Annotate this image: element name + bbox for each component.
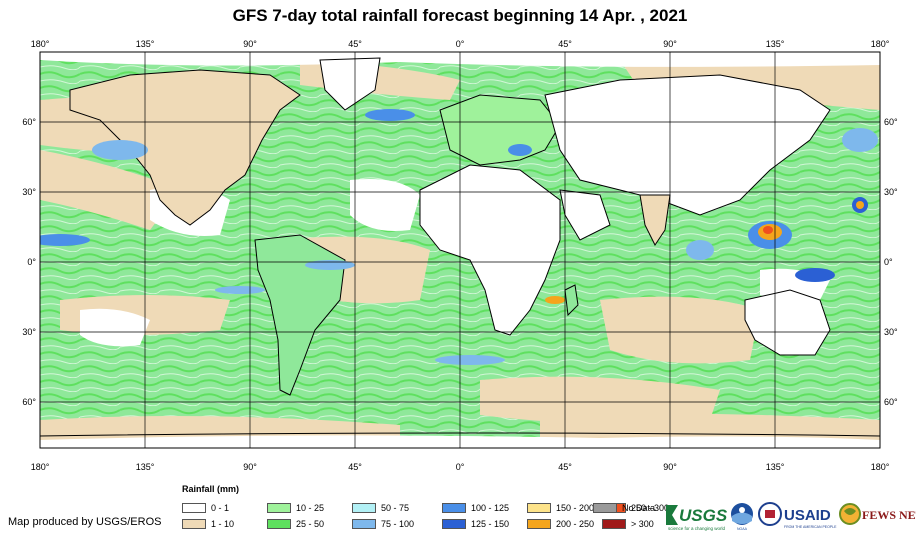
left-latitude-labels: 60° 30° 0° 30° 60° xyxy=(22,117,36,407)
legend-item: 125 - 150 xyxy=(442,518,509,530)
legend-swatch xyxy=(593,503,617,513)
noaa-label: NOAA xyxy=(737,527,748,531)
lat-tick: 0° xyxy=(27,257,36,267)
fewsnet-wordmark: FEWS NET xyxy=(862,508,916,522)
lat-tick: 60° xyxy=(884,117,898,127)
usaid-wordmark: USAID xyxy=(784,507,831,524)
legend-item: 150 - 200 xyxy=(527,502,594,514)
arabia xyxy=(559,189,611,241)
continents xyxy=(40,57,880,437)
map-surface xyxy=(40,52,880,448)
credit-text: Map produced by USGS/EROS xyxy=(8,516,162,528)
lat-tick: 30° xyxy=(22,327,36,337)
lon-tick: 135° xyxy=(136,462,155,472)
usaid-tagline: FROM THE AMERICAN PEOPLE xyxy=(784,525,837,529)
lon-tick: 0° xyxy=(456,462,465,472)
usaid-logo: USAID FROM THE AMERICAN PEOPLE xyxy=(758,502,837,529)
legend-label: 150 - 200 xyxy=(556,503,595,513)
legend-item: 0 - 1 xyxy=(182,502,229,514)
lon-tick: 45° xyxy=(348,462,362,472)
legend-swatch xyxy=(527,503,551,513)
australia xyxy=(744,289,831,356)
usgs-tagline: science for a changing world xyxy=(668,526,726,531)
legend-label: > 300 xyxy=(631,519,654,529)
lat-tick: 30° xyxy=(884,187,898,197)
legend-item: 25 - 50 xyxy=(267,518,324,530)
legend-label: 100 - 125 xyxy=(471,503,510,513)
legend-swatch xyxy=(352,503,376,513)
map-frame xyxy=(39,51,881,449)
lon-tick: 180° xyxy=(871,462,890,472)
legend: 0 - 1 1 - 10 10 - 25 25 - 50 50 - 75 75 … xyxy=(182,500,669,532)
africa xyxy=(419,164,561,336)
legend-label: 1 - 10 xyxy=(211,519,235,529)
lon-tick: 180° xyxy=(31,39,50,49)
lon-tick: 180° xyxy=(871,39,890,49)
legend-item: 10 - 25 xyxy=(267,502,324,514)
top-longitude-labels: 180° 135° 90° 45° 0° 45° 90° 135° 180° xyxy=(31,39,890,49)
legend-label: 75 - 100 xyxy=(381,519,415,529)
legend-label: No Data xyxy=(622,503,656,513)
legend-label: 200 - 250 xyxy=(556,519,595,529)
lat-tick: 60° xyxy=(884,397,898,407)
lat-tick: 60° xyxy=(22,397,36,407)
bottom-longitude-labels: 180° 135° 90° 45° 0° 45° 90° 135° 180° xyxy=(31,462,890,472)
lat-tick: 60° xyxy=(22,117,36,127)
legend-label: 250 - 300 xyxy=(631,503,670,513)
legend-item: 50 - 75 xyxy=(352,502,409,514)
madagascar xyxy=(564,284,579,317)
lon-tick: 0° xyxy=(456,39,465,49)
legend-swatch xyxy=(442,519,466,529)
usgs-logo: USGS science for a changing world xyxy=(666,505,728,531)
lat-tick: 0° xyxy=(884,257,893,267)
usgs-wordmark: USGS xyxy=(679,506,728,525)
legend-item: 75 - 100 xyxy=(352,518,414,530)
map-title: GFS 7-day total rainfall forecast beginn… xyxy=(232,6,688,25)
legend-label: 0 - 1 xyxy=(211,503,230,513)
lon-tick: 90° xyxy=(663,462,677,472)
asia xyxy=(544,74,831,216)
graticule xyxy=(40,52,880,448)
greenland xyxy=(319,57,381,111)
lon-tick: 45° xyxy=(558,39,572,49)
india xyxy=(639,194,671,246)
lon-tick: 90° xyxy=(243,39,257,49)
legend-label: 10 - 25 xyxy=(296,503,325,513)
noaa-logo: NOAA xyxy=(731,503,753,531)
right-latitude-labels: 60° 30° 0° 30° 60° xyxy=(884,117,898,407)
lon-tick: 90° xyxy=(243,462,257,472)
legend-swatch xyxy=(527,519,551,529)
legend-label: 50 - 75 xyxy=(381,503,410,513)
lon-tick: 180° xyxy=(31,462,50,472)
lon-tick: 135° xyxy=(766,462,785,472)
lat-tick: 30° xyxy=(22,187,36,197)
lon-tick: 45° xyxy=(558,462,572,472)
legend-swatch xyxy=(602,519,626,529)
agency-logos: USGS science for a changing world NOAA U… xyxy=(666,502,916,531)
south-america xyxy=(254,234,346,396)
legend-label: 25 - 50 xyxy=(296,519,325,529)
legend-item: > 300 xyxy=(602,518,654,530)
lon-tick: 90° xyxy=(663,39,677,49)
legend-item-no-data: No Data xyxy=(593,502,655,514)
legend-swatch xyxy=(267,503,291,513)
legend-item: 200 - 250 xyxy=(527,518,594,530)
legend-swatch xyxy=(442,503,466,513)
usgs-mark-icon xyxy=(666,505,678,525)
legend-swatch xyxy=(352,519,376,529)
lon-tick: 45° xyxy=(348,39,362,49)
lon-tick: 135° xyxy=(136,39,155,49)
legend-label: 125 - 150 xyxy=(471,519,510,529)
fewsnet-logo: FEWS NET xyxy=(839,503,916,525)
legend-item: 100 - 125 xyxy=(442,502,509,514)
lat-tick: 30° xyxy=(884,327,898,337)
legend-title: Rainfall (mm) xyxy=(182,484,240,494)
legend-swatch xyxy=(182,519,206,529)
legend-item: 1 - 10 xyxy=(182,518,234,530)
legend-swatch xyxy=(267,519,291,529)
legend-swatch xyxy=(182,503,206,513)
heavy-rain-clusters xyxy=(40,109,878,365)
lon-tick: 135° xyxy=(766,39,785,49)
